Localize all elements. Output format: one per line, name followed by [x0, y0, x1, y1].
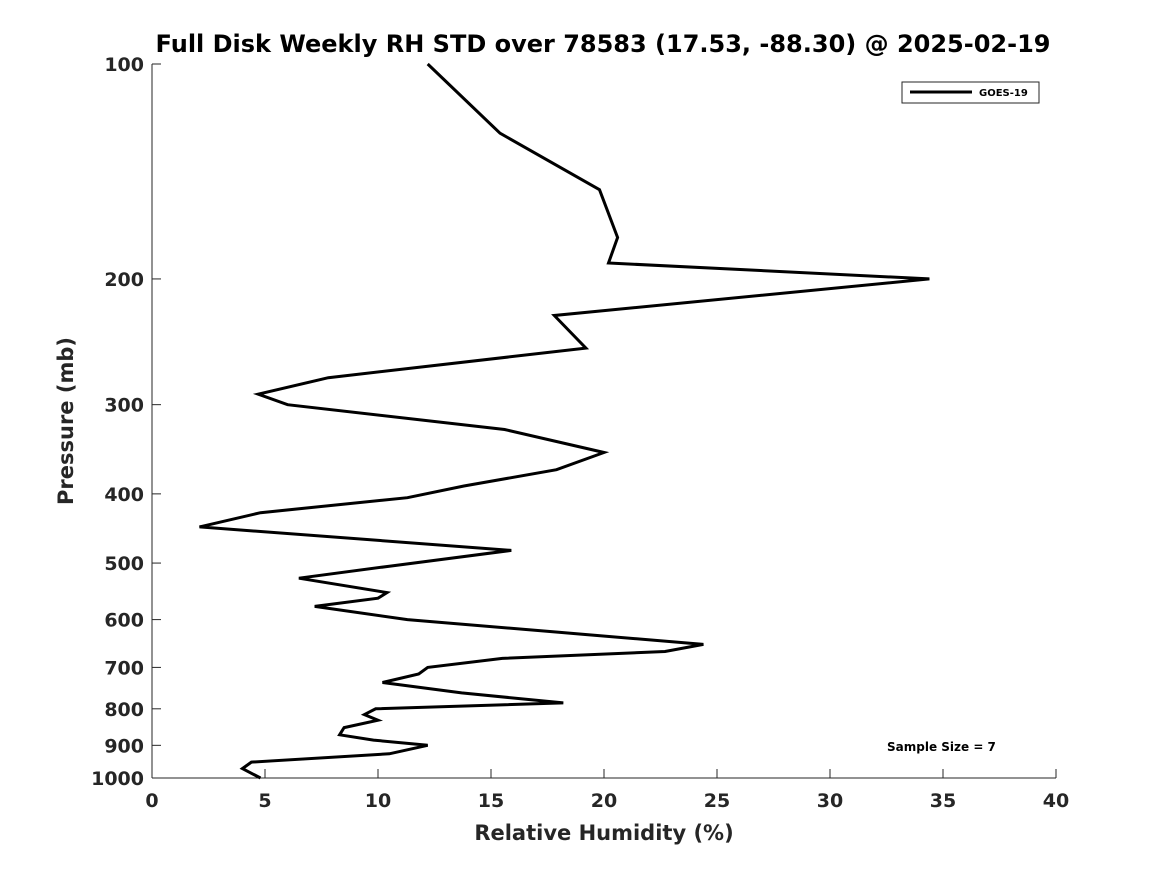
x-axis-ticks: 0 5 10 15 20 25 30 35 40 [145, 769, 1069, 812]
y-tick-label: 800 [104, 699, 144, 721]
x-tick-label: 0 [145, 790, 158, 812]
sample-size-annotation: Sample Size = 7 [887, 740, 996, 754]
x-tick-label: 35 [930, 790, 956, 812]
x-tick-label: 30 [817, 790, 843, 812]
series-line-goes-19 [199, 62, 930, 780]
chart-title: Full Disk Weekly RH STD over 78583 (17.5… [156, 30, 1051, 58]
legend: GOES-19 [901, 81, 1040, 104]
x-tick-label: 15 [478, 790, 504, 812]
y-tick-label: 200 [104, 269, 144, 291]
y-tick-label: 700 [104, 657, 144, 679]
y-tick-label: 600 [104, 610, 144, 632]
y-tick-label: 500 [104, 553, 144, 575]
x-tick-label: 5 [258, 790, 271, 812]
y-tick-label: 300 [104, 395, 144, 417]
legend-entry-goes-19: GOES-19 [979, 88, 1028, 99]
x-tick-label: 20 [591, 790, 617, 812]
y-tick-label: 100 [104, 54, 144, 76]
x-tick-label: 25 [704, 790, 730, 812]
y-axis-label: Pressure (mb) [54, 337, 78, 505]
y-tick-label: 900 [104, 735, 144, 757]
y-axis-ticks: 100 200 300 400 500 600 700 800 900 1000 [91, 54, 161, 790]
x-axis-label: Relative Humidity (%) [474, 821, 733, 845]
y-tick-label: 400 [104, 484, 144, 506]
x-tick-label: 10 [365, 790, 391, 812]
x-tick-label: 40 [1043, 790, 1069, 812]
y-tick-label: 1000 [91, 768, 144, 790]
